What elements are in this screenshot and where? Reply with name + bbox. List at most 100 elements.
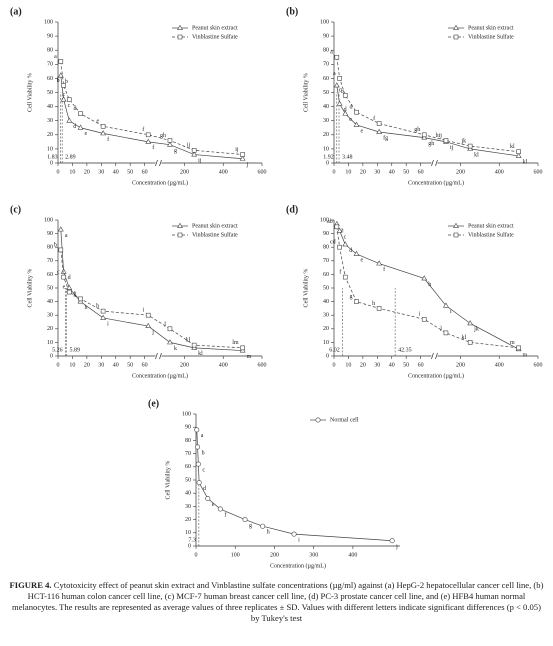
legend-marker (453, 232, 459, 238)
value-label: h (428, 282, 431, 288)
x-tick-label: 600 (258, 362, 267, 368)
ic50-label: 42.35 (398, 347, 412, 353)
legend-marker (177, 34, 183, 40)
point (291, 531, 297, 537)
x-axis-label: Concentration (µg/mL) (132, 372, 188, 379)
value-label: d (68, 275, 71, 281)
value-label: b (202, 450, 205, 456)
point (337, 244, 342, 250)
value-label: kl (474, 152, 479, 158)
y-tick-label: 100 (320, 19, 329, 25)
value-label: e (361, 257, 364, 263)
y-tick-label: 30 (323, 313, 329, 319)
ic50-label: 5.89 (70, 347, 81, 353)
point (66, 284, 73, 290)
y-tick-label: 90 (47, 231, 53, 237)
y-tick-label: 20 (47, 132, 53, 138)
axis-break (431, 352, 434, 360)
value-label: h (85, 305, 88, 311)
axis-break (431, 159, 434, 167)
y-tick-label: 100 (44, 217, 53, 223)
value-label: d (344, 107, 347, 113)
point (260, 523, 266, 529)
value-label: i (419, 312, 421, 318)
ic50-label: 7.3 (188, 537, 196, 543)
x-tick-label: 400 (495, 362, 504, 368)
value-label: kl (198, 351, 203, 357)
point (240, 152, 245, 157)
value-label: ab (327, 219, 333, 225)
point (239, 155, 246, 161)
value-label: a (201, 433, 204, 439)
value-label: m (523, 353, 528, 359)
axis-break (159, 352, 162, 360)
value-label: a (341, 227, 344, 233)
point (353, 250, 360, 256)
y-tick-label: 70 (323, 62, 329, 68)
y-tick-label: 30 (47, 313, 53, 319)
x-tick-label: 50 (127, 362, 133, 368)
value-label: e (96, 119, 99, 125)
axis-break (435, 159, 438, 167)
value-label: b (65, 79, 68, 85)
x-tick-label: 20 (360, 169, 366, 175)
point (467, 145, 474, 151)
value-label: lm (232, 340, 239, 346)
point (336, 227, 343, 233)
value-label: e (361, 128, 364, 134)
point (57, 72, 64, 78)
x-tick-label: 600 (258, 169, 267, 175)
legend-label: Vinblastine Sulfate (468, 33, 514, 40)
x-tick-label: 0 (57, 169, 60, 175)
x-tick-label: 40 (389, 169, 395, 175)
point (389, 538, 395, 544)
value-label: k (174, 346, 177, 352)
x-tick-label: 10 (345, 362, 351, 368)
point (145, 322, 152, 328)
value-label: f (107, 136, 109, 143)
point (78, 111, 83, 116)
y-tick-label: 90 (323, 33, 329, 39)
y-tick-label: 10 (47, 146, 53, 152)
x-tick-label: 200 (456, 362, 465, 368)
panel-label: (e) (148, 398, 159, 409)
y-tick-label: 60 (47, 76, 53, 82)
point (145, 138, 152, 144)
y-tick-label: 10 (47, 340, 53, 346)
caption-label: FIGURE 4. (9, 580, 52, 590)
value-label: c (344, 234, 347, 240)
legend-marker (315, 417, 321, 423)
point (443, 302, 449, 308)
legend-marker (453, 222, 459, 228)
x-tick-label: 20 (84, 362, 90, 368)
y-tick-label: 80 (47, 48, 53, 54)
point (342, 93, 348, 98)
ic50-label: 1.92 (323, 154, 334, 160)
point (167, 326, 173, 332)
y-tick-label: 70 (47, 62, 53, 68)
y-tick-label: 60 (323, 76, 329, 82)
x-axis-label: Concentration (µg/mL) (408, 179, 464, 186)
value-label: m (510, 340, 515, 346)
value-label: i (107, 321, 109, 327)
y-tick-label: 90 (185, 425, 191, 431)
value-label: i (143, 308, 145, 314)
legend-marker (453, 24, 459, 30)
axis-break (159, 159, 162, 167)
point (333, 82, 340, 88)
point (194, 427, 200, 433)
legend-marker (453, 34, 459, 40)
panel-label: (d) (286, 204, 298, 215)
point (376, 128, 383, 134)
value-label: b (57, 78, 60, 84)
point (443, 138, 449, 143)
value-label: f (152, 144, 154, 151)
value-label: fg (383, 134, 388, 141)
x-tick-label: 0 (195, 552, 198, 558)
value-label: ij (235, 147, 239, 153)
x-tick-label: 50 (403, 169, 409, 175)
value-label: h (267, 530, 270, 536)
y-tick-label: 100 (44, 19, 53, 25)
x-tick-label: 0 (57, 362, 60, 368)
